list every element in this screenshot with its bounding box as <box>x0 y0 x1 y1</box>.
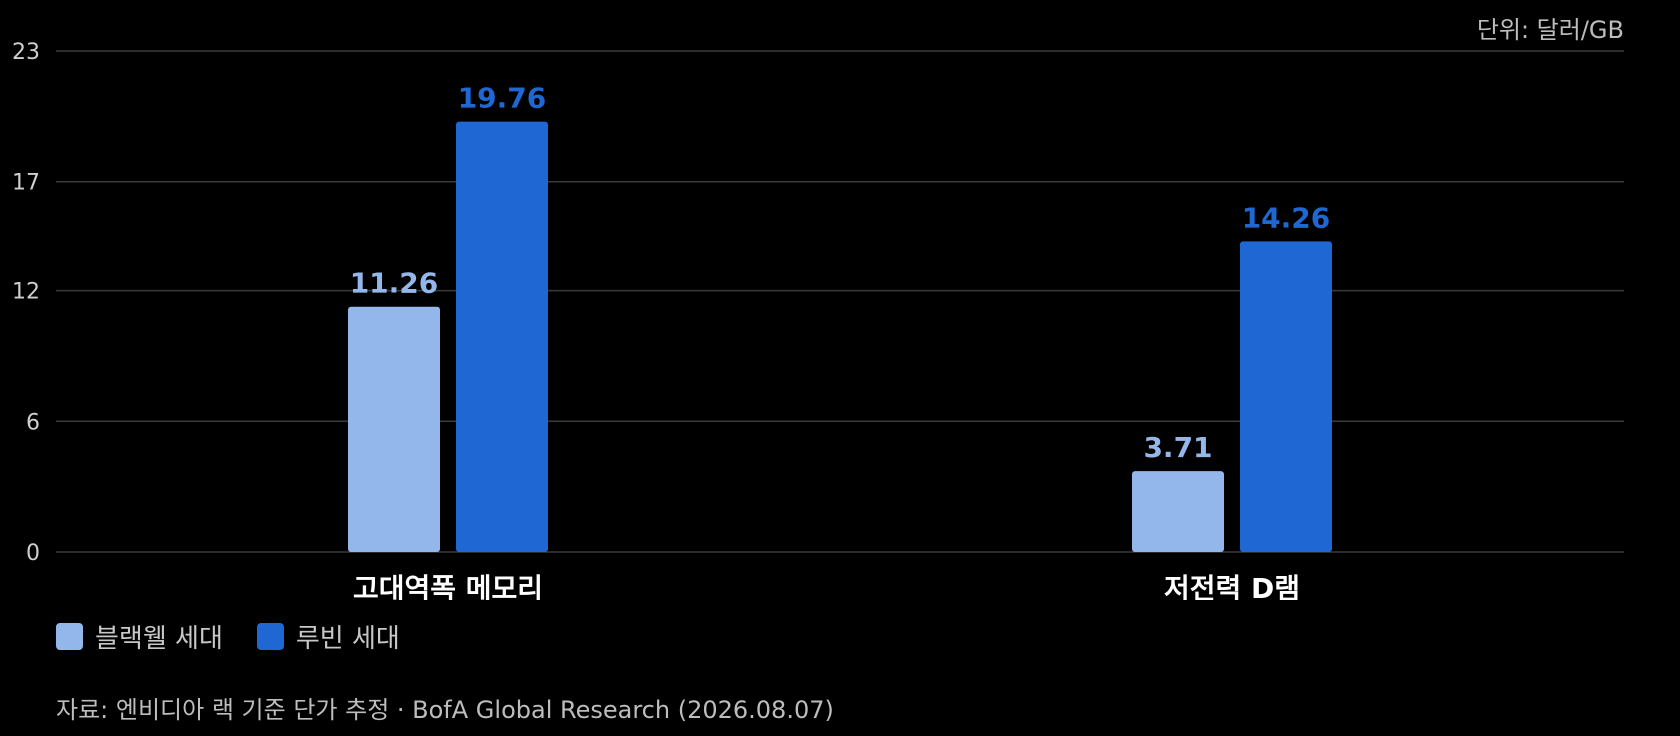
legend-item-blackwell: 블랙웰 세대 <box>56 618 223 655</box>
y-tick-label: 12 <box>12 280 40 305</box>
category-labels: 고대역폭 메모리 저전력 D램 <box>353 572 1300 600</box>
value-labels: 11.26 19.76 3.71 14.26 <box>350 82 1331 465</box>
y-axis-ticks: 0 6 12 17 23 <box>12 40 40 566</box>
bar <box>456 121 548 552</box>
y-tick-label: 6 <box>26 410 40 435</box>
y-tick-label: 17 <box>12 171 40 196</box>
source-note: 자료: 엔비디아 랙 기준 단가 추정 · BofA Global Resear… <box>56 696 834 724</box>
bar-value-label: 3.71 <box>1143 431 1212 464</box>
bar-chart: 0 6 12 17 23 11.26 19.76 3.71 14.26 고대역폭 메모리 저전력… <box>12 40 1624 600</box>
unit-label: 단위: 달러/GB <box>1476 16 1624 44</box>
bar-value-label: 14.26 <box>1242 201 1331 234</box>
legend-label-rubin: 루빈 세대 <box>295 624 400 654</box>
gridlines <box>56 50 1624 553</box>
bar-value-label: 11.26 <box>350 267 439 300</box>
bar-value-label: 19.76 <box>458 82 547 115</box>
legend: 블랙웰 세대 루빈 세대 <box>56 618 434 655</box>
legend-swatch-rubin <box>256 623 284 650</box>
legend-swatch-blackwell <box>56 623 83 650</box>
y-tick-label: 0 <box>26 541 40 566</box>
bar <box>1240 241 1332 552</box>
bar <box>348 306 440 552</box>
category-label: 저전력 D램 <box>1164 572 1300 600</box>
category-label: 고대역폭 메모리 <box>353 572 543 600</box>
bars <box>348 121 1332 552</box>
y-tick-label: 23 <box>12 40 40 65</box>
legend-label-blackwell: 블랙웰 세대 <box>95 624 223 654</box>
legend-item-rubin: 루빈 세대 <box>256 618 400 655</box>
bar <box>1132 471 1224 552</box>
